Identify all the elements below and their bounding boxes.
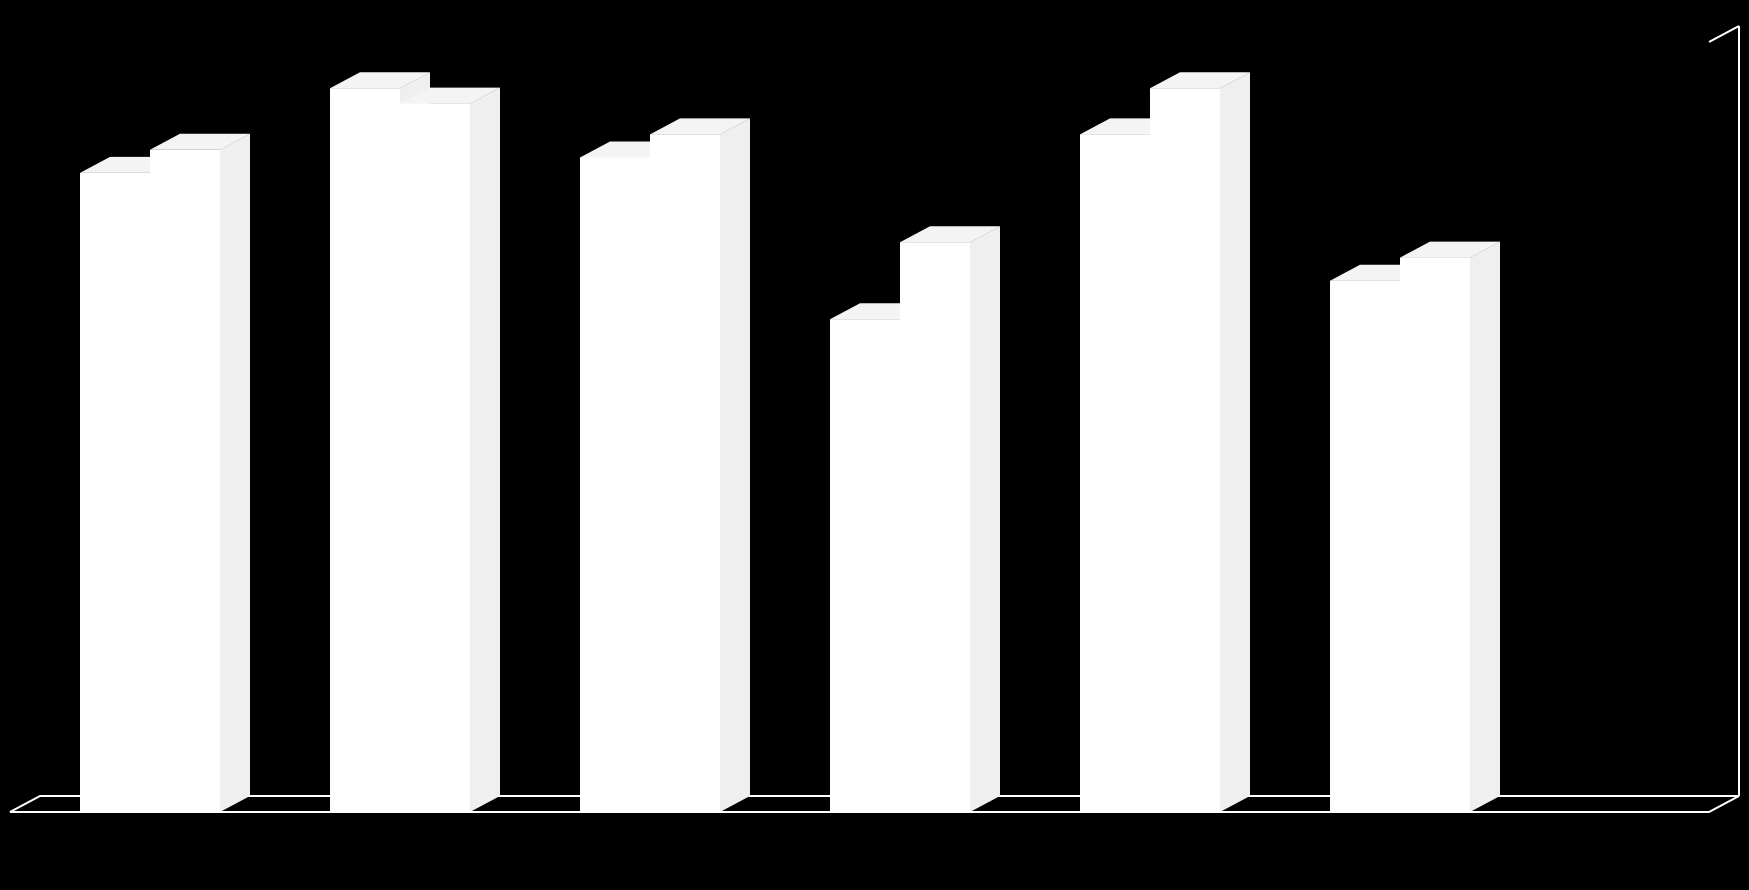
bar-front	[1330, 281, 1400, 812]
bar-front	[650, 134, 720, 812]
bar-front	[1150, 88, 1220, 812]
bar	[650, 118, 750, 812]
bar	[150, 134, 250, 812]
bar	[900, 226, 1000, 812]
bar-front	[900, 242, 970, 812]
bar-side	[970, 226, 1000, 812]
bar-side	[1220, 72, 1250, 812]
bar-side	[720, 118, 750, 812]
bar-front	[80, 173, 150, 812]
bar-chart	[0, 0, 1749, 890]
bar-front	[400, 104, 470, 812]
bar	[1400, 242, 1500, 812]
bar	[1150, 72, 1250, 812]
bar-front	[830, 319, 900, 812]
bar-front	[150, 150, 220, 812]
bar-side	[220, 134, 250, 812]
bar-side	[470, 88, 500, 812]
bar	[400, 88, 500, 812]
bar-front	[1080, 134, 1150, 812]
bar-front	[580, 158, 650, 813]
bar-side	[1470, 242, 1500, 812]
bar-front	[330, 88, 400, 812]
bar-front	[1400, 258, 1470, 812]
